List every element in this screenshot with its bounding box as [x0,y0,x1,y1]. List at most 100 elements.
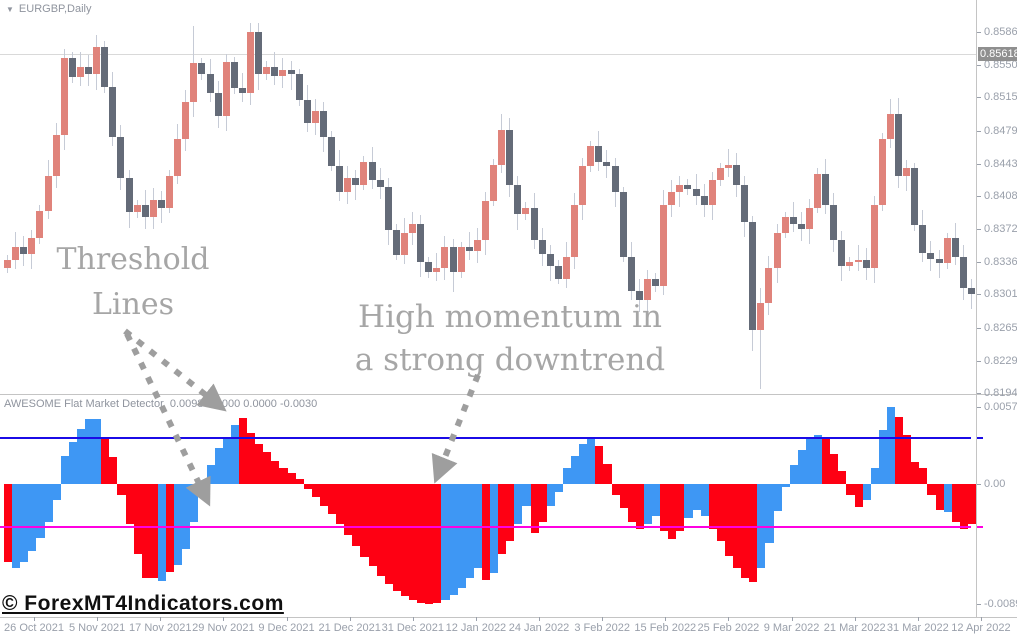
price-tick [977,32,981,33]
price-tick [977,97,981,99]
candle-wick [241,72,243,102]
candle-body [490,164,497,201]
histogram-bar [878,430,887,484]
histogram-bar [733,484,742,568]
date-tick [223,617,225,621]
time-scale-border [0,617,1017,618]
histogram-bar [619,484,628,509]
histogram-bar [457,484,466,588]
candle-body [814,173,821,208]
histogram-bar [862,484,871,501]
histogram-bar [522,484,531,506]
date-label: 31 Mar 2022 [886,622,949,634]
chevron-down-icon[interactable]: ▼ [6,4,14,14]
histogram-bar [716,484,725,541]
candle-body [862,260,870,268]
date-label: 31 Dec 2021 [381,622,444,634]
histogram-bar [587,438,596,484]
price-chart-area[interactable] [0,0,977,394]
candle-body [149,199,157,218]
histogram-bar [927,484,936,495]
price-tick [977,195,981,197]
candle-body [247,32,254,93]
histogram-bar [76,428,86,484]
histogram-bar [433,484,442,603]
histogram-bar [425,484,434,605]
candle-body [295,74,303,101]
histogram-bar [85,419,94,484]
price-tick [977,360,981,362]
candle-body [238,88,246,93]
histogram-bar [328,484,337,514]
candle-body [263,66,271,75]
date-tick [602,617,604,621]
date-label: 17 Nov 2021 [129,622,192,634]
histogram-bar [660,484,669,532]
histogram-bar [68,442,77,484]
candle-body [166,175,173,208]
candle-body [854,260,862,263]
candle-body [643,278,651,300]
indicator-scale-label: -0.0089 [984,598,1017,611]
histogram-bar [20,484,29,563]
candle-body [279,69,287,77]
histogram-bar [506,484,515,541]
indicator-values: 0.0098 0.0000 0.0000 -0.0030 [169,398,318,410]
candle-body [627,256,635,291]
histogram-bar [449,484,458,595]
histogram-bar [109,457,118,484]
candle-body [967,288,975,294]
date-tick [539,617,541,621]
candle-body [506,129,514,185]
date-tick [160,617,162,621]
candle-body [943,238,951,264]
histogram-bar [28,484,37,552]
histogram-bar [959,484,968,529]
histogram-bar [838,470,847,484]
candle-body [562,256,570,279]
candle-body [344,178,352,193]
indicator-scale-tick [977,484,981,485]
date-label: 26 Oct 2021 [4,622,64,634]
date-label: 21 Mar 2022 [823,622,886,634]
histogram-bar [611,484,620,495]
candle-body [255,32,263,75]
candle-body [805,207,813,230]
histogram-bar [271,461,280,484]
candle-body [619,192,627,257]
histogram-bar [741,484,750,579]
candle-body [376,180,384,187]
candle-body [174,138,182,176]
candle-wick [355,169,357,201]
histogram-bar [247,432,256,484]
watermark: © ForexMT4Indicators.com [2,592,284,615]
upper-threshold-line [0,437,971,440]
candle-body [425,262,433,273]
candle-body [546,253,554,266]
candle-body [781,217,789,233]
indicator-panel[interactable] [0,395,977,617]
candle-body [360,161,368,185]
candle-body [52,135,60,176]
candle-body [749,221,757,331]
histogram-bar [684,484,693,518]
price-tick [977,163,981,165]
histogram-bar [238,417,248,484]
candle-body [554,265,562,279]
histogram-bar [190,484,199,522]
histogram-bar [101,436,110,484]
candle-body [959,256,967,288]
date-tick [980,617,982,621]
candle-body [328,136,335,166]
candle-body [141,205,149,218]
histogram-bar [562,467,572,484]
candle-body [611,166,619,193]
histogram-bar [652,484,661,517]
histogram-bar [911,462,920,484]
price-tick [977,65,981,67]
